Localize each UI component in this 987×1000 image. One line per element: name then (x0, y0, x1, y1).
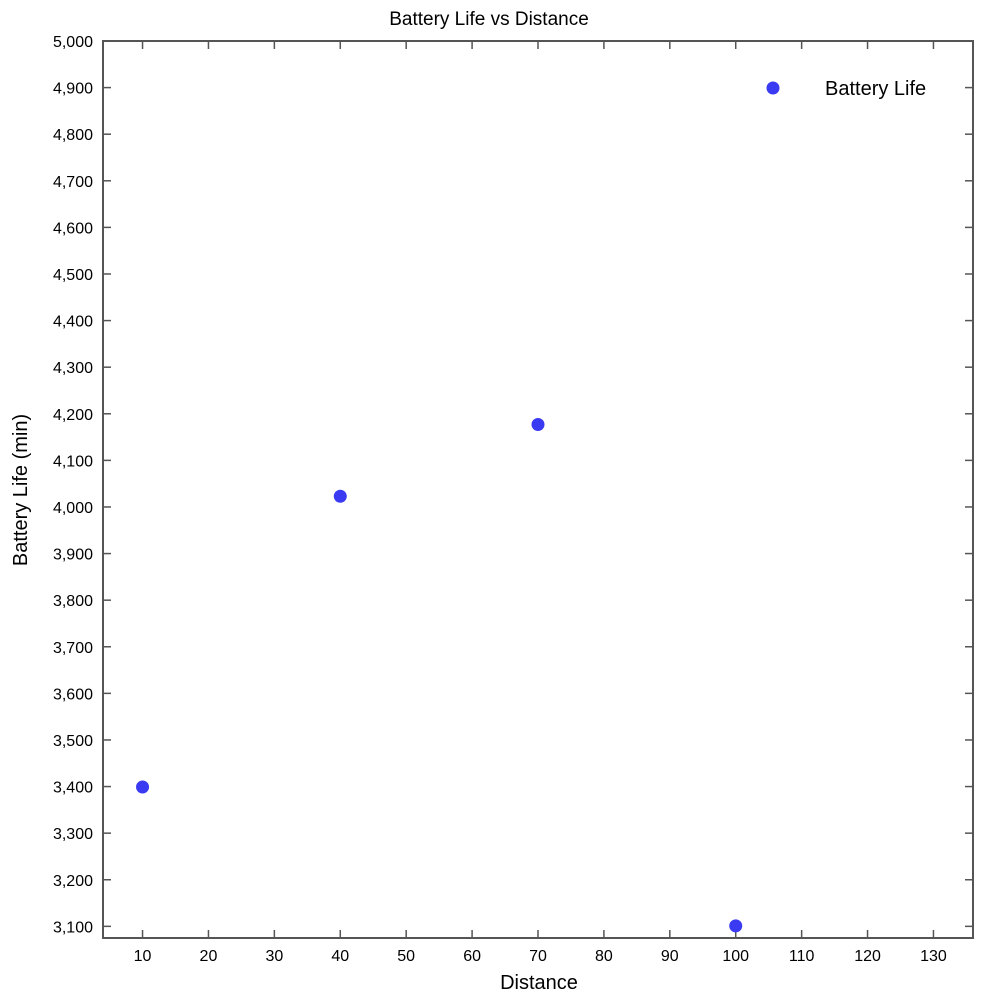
plot-frame (102, 40, 974, 939)
x-tick-label: 50 (397, 948, 415, 965)
y-tick-label: 4,000 (53, 500, 93, 517)
x-tick-label: 60 (463, 948, 481, 965)
y-tick-label: 4,800 (53, 127, 93, 144)
x-tick-label: 20 (200, 948, 218, 965)
y-tick-label: 3,900 (53, 547, 93, 564)
legend-marker (766, 81, 780, 95)
legend-label: Battery Life (825, 78, 926, 100)
x-tick-label: 70 (529, 948, 547, 965)
data-points (136, 417, 743, 933)
x-tick-label: 130 (920, 948, 947, 965)
x-tick-label: 100 (722, 948, 749, 965)
x-axis-label: Distance (500, 972, 578, 994)
y-tick-label: 3,400 (53, 780, 93, 797)
data-point (333, 489, 347, 503)
x-tick-label: 10 (134, 948, 152, 965)
y-tick-label: 3,600 (53, 686, 93, 703)
x-tick-label: 80 (595, 948, 613, 965)
data-point (136, 780, 150, 794)
x-tick-label: 110 (789, 948, 815, 965)
y-tick-label: 3,200 (53, 873, 93, 890)
y-tick-label: 4,900 (53, 81, 93, 98)
y-tick-label: 4,300 (53, 360, 93, 377)
x-axis-ticks: 10 20 30 40 50 60 70 80 90 100 110 120 130 (134, 41, 947, 965)
chart-title: Battery Life vs Distance (389, 9, 589, 30)
x-tick-label: 30 (265, 948, 283, 965)
y-tick-label: 4,600 (53, 220, 93, 237)
y-axis-label: Battery Life (min) (10, 414, 32, 566)
x-tick-label: 40 (331, 948, 349, 965)
y-tick-label: 3,300 (53, 826, 93, 843)
y-tick-label: 4,400 (53, 314, 93, 331)
x-tick-label: 90 (661, 948, 679, 965)
legend: Battery Life (766, 78, 926, 100)
data-point (729, 919, 743, 933)
y-tick-label: 4,700 (53, 174, 93, 191)
y-axis-ticks: 3,100 3,200 3,300 3,400 3,500 3,600 3,700 3,800… (53, 34, 973, 936)
y-tick-label: 4,200 (53, 407, 93, 424)
y-tick-label: 3,100 (53, 919, 93, 936)
y-tick-label: 3,700 (53, 640, 93, 657)
y-tick-label: 3,500 (53, 733, 93, 750)
y-tick-label: 5,000 (53, 34, 93, 51)
data-point (531, 417, 545, 431)
y-tick-label: 4,500 (53, 267, 93, 284)
y-tick-label: 4,100 (53, 453, 93, 470)
y-tick-label: 3,800 (53, 593, 93, 610)
x-tick-label: 120 (854, 948, 881, 965)
